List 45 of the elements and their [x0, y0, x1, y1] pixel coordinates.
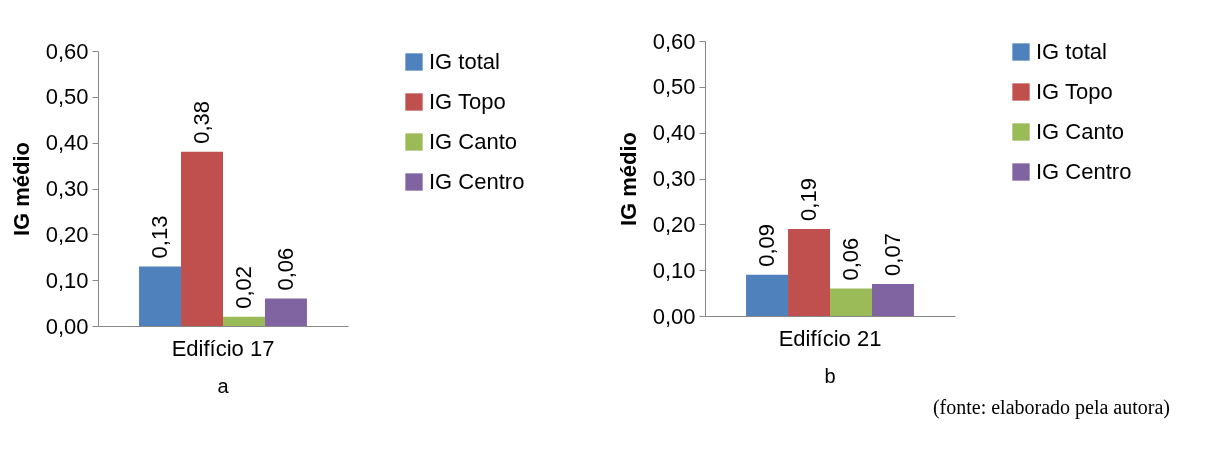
text: a	[217, 375, 230, 397]
text: b	[824, 365, 836, 387]
y-tick-label: 0,60	[652, 28, 696, 54]
data-label: 0,07	[879, 233, 905, 276]
y-tick-label: 0,20	[652, 211, 696, 237]
y-tick-label: 0,30	[45, 176, 89, 201]
data-label: 0,09	[754, 223, 780, 267]
bar	[788, 228, 830, 316]
x-tick-label: Edifício 17	[171, 335, 275, 361]
legend-label: IG total	[1036, 39, 1107, 64]
y-tick-label: 0,00	[652, 303, 696, 329]
text: (fonte: elaborado pela autora)	[931, 396, 1170, 419]
legend-label: IG Topo	[429, 89, 506, 114]
legend-label: IG Centro	[1036, 159, 1132, 184]
y-tick-label: 0,60	[45, 38, 89, 64]
y-tick-label: 0,40	[45, 130, 89, 156]
bar	[223, 316, 265, 326]
y-tick-label: 0,40	[652, 120, 696, 146]
legend-label: IG Centro	[429, 169, 525, 194]
data-label: 0,06	[272, 247, 298, 291]
legend-label: IG Canto	[429, 129, 518, 154]
y-tick-label: 0,50	[45, 84, 89, 110]
data-label: 0,06	[837, 237, 863, 281]
y-axis-title: IG médio	[615, 131, 641, 227]
y-axis-title: IG médio	[8, 141, 34, 237]
bar	[181, 151, 223, 326]
bar	[264, 298, 307, 326]
legend-label: IG Canto	[1036, 119, 1125, 144]
data-label: 0,38	[189, 101, 215, 144]
x-tick-label: Edifício 21	[778, 325, 882, 351]
bar	[139, 266, 182, 326]
data-label: 0,13	[147, 215, 173, 259]
y-tick-label: 0,50	[652, 74, 696, 100]
data-label: 0,02	[230, 266, 256, 309]
y-tick-label: 0,10	[45, 267, 89, 293]
data-label: 0,19	[796, 178, 822, 221]
legend-label: IG Topo	[1036, 79, 1113, 104]
y-tick-label: 0,00	[45, 313, 89, 339]
bar	[746, 274, 789, 316]
bar	[871, 283, 914, 316]
bar	[830, 288, 872, 316]
y-tick-label: 0,20	[45, 221, 89, 247]
y-tick-label: 0,30	[652, 166, 696, 191]
y-tick-label: 0,10	[652, 257, 696, 283]
legend-label: IG total	[429, 49, 500, 74]
